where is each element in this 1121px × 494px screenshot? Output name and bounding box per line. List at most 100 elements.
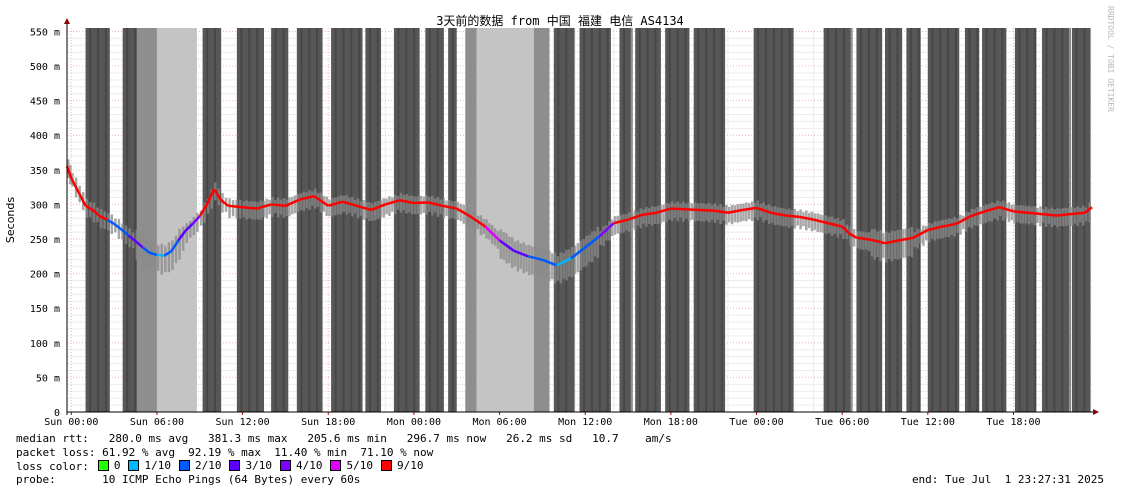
smoke-segment bbox=[1036, 207, 1039, 223]
loss-color-label: loss color: bbox=[16, 460, 89, 473]
smoke-segment bbox=[899, 229, 902, 259]
smoke-segment bbox=[231, 200, 235, 217]
smoke-segment bbox=[613, 216, 617, 235]
smoke-segment bbox=[351, 196, 354, 217]
legend-item: 3/10 bbox=[229, 459, 272, 472]
end-time: end: Tue Jul 1 23:27:31 2025 bbox=[911, 473, 1104, 486]
median-segment bbox=[106, 218, 115, 225]
median-segment bbox=[99, 215, 108, 221]
smoke-segment bbox=[919, 229, 922, 244]
smoke-segment bbox=[568, 249, 571, 277]
smoke-segment bbox=[807, 212, 811, 229]
smoke-segment bbox=[787, 208, 791, 228]
smoke-segment bbox=[970, 208, 974, 229]
smoke-segment bbox=[876, 231, 879, 258]
smoke-segment bbox=[827, 216, 831, 234]
median-segment bbox=[613, 218, 629, 225]
smoke-segment bbox=[149, 242, 153, 271]
smoke-segment bbox=[436, 196, 440, 217]
loss-band-stripe bbox=[256, 28, 259, 412]
smoke-segment bbox=[579, 240, 582, 271]
smoke-segment bbox=[596, 226, 600, 258]
smoke-segment bbox=[331, 198, 334, 217]
smoke-segment bbox=[950, 218, 954, 235]
smoke-segment bbox=[656, 205, 660, 225]
loss-band-stripe bbox=[89, 28, 92, 412]
loss-band-stripe bbox=[274, 28, 277, 412]
loss-band-stripe bbox=[342, 28, 345, 412]
smoke-segment bbox=[553, 252, 557, 284]
legend-label: 0 bbox=[113, 459, 121, 472]
smoke-segment bbox=[1076, 206, 1079, 226]
smoke-segment bbox=[548, 250, 551, 282]
smoke-segment bbox=[722, 206, 725, 221]
smoke-segment bbox=[1062, 208, 1065, 227]
smoke-segment bbox=[413, 196, 417, 215]
median-segment bbox=[627, 213, 643, 221]
smoke-segment bbox=[693, 202, 697, 222]
legend-item: 0 bbox=[97, 459, 121, 472]
smoke-segment bbox=[770, 206, 774, 223]
smoke-segment bbox=[271, 196, 274, 217]
smoke-segment bbox=[373, 202, 377, 221]
smoke-segment bbox=[299, 193, 303, 211]
legend-swatch bbox=[330, 460, 342, 471]
median-segment bbox=[1027, 211, 1043, 216]
median-segment bbox=[113, 222, 123, 231]
smoke-segment bbox=[516, 240, 520, 272]
smoke-segment bbox=[904, 228, 908, 258]
median-segment bbox=[399, 199, 415, 205]
smoke-segment bbox=[570, 247, 574, 278]
smoke-segment bbox=[559, 252, 563, 284]
x-tick-label: Tue 12:00 bbox=[901, 417, 955, 428]
median-segment bbox=[827, 221, 843, 228]
smoke-segment bbox=[799, 209, 802, 230]
smoke-segment bbox=[913, 231, 917, 248]
smoke-segment bbox=[416, 196, 420, 214]
smoke-segment bbox=[85, 198, 89, 218]
median-segment bbox=[912, 228, 929, 239]
smoke-segment bbox=[362, 200, 366, 220]
smoke-segment bbox=[282, 198, 286, 218]
loss-band bbox=[425, 28, 444, 412]
loss-band-stripe bbox=[888, 28, 891, 412]
median-segment bbox=[65, 165, 73, 179]
smoke-segment bbox=[927, 222, 931, 243]
smoke-segment bbox=[556, 256, 560, 281]
smoke-segment bbox=[636, 211, 640, 226]
median-segment bbox=[756, 206, 772, 214]
legend-label: 5/10 bbox=[346, 459, 373, 472]
smoke-segment bbox=[682, 201, 685, 222]
smoke-segment bbox=[639, 208, 642, 229]
smoke-segment bbox=[336, 196, 340, 215]
smoke-segment bbox=[428, 196, 431, 212]
packet-loss-stats: packet loss: 61.92 % avg 92.19 % max 11.… bbox=[16, 446, 434, 459]
loss-band-stripe bbox=[931, 28, 934, 412]
loss-band-stripe bbox=[350, 28, 353, 412]
median-segment bbox=[699, 208, 714, 212]
smoke-segment bbox=[619, 215, 622, 233]
smoke-segment bbox=[1033, 205, 1036, 226]
median-segment bbox=[149, 251, 158, 257]
median-segment bbox=[456, 207, 472, 218]
smoke-segment bbox=[235, 199, 238, 218]
median-segment bbox=[313, 195, 329, 207]
legend-item: 2/10 bbox=[178, 459, 221, 472]
median-segment bbox=[870, 238, 886, 245]
loss-band-stripe bbox=[300, 28, 303, 412]
smoke-segment bbox=[990, 202, 994, 222]
smoke-segment bbox=[628, 212, 631, 232]
smoke-segment bbox=[727, 206, 731, 223]
median-segment bbox=[498, 239, 515, 252]
smoke-segment bbox=[999, 201, 1002, 216]
smoke-segment bbox=[462, 204, 465, 224]
smoke-segment bbox=[1073, 207, 1076, 224]
smoke-segment bbox=[907, 228, 911, 257]
median-segment bbox=[84, 204, 94, 212]
loss-band bbox=[156, 28, 197, 412]
smoke-segment bbox=[1004, 203, 1008, 218]
smoke-segment bbox=[885, 231, 888, 263]
smoke-segment bbox=[608, 221, 611, 241]
smoke-segment bbox=[353, 199, 357, 214]
smoke-segment bbox=[519, 243, 523, 269]
